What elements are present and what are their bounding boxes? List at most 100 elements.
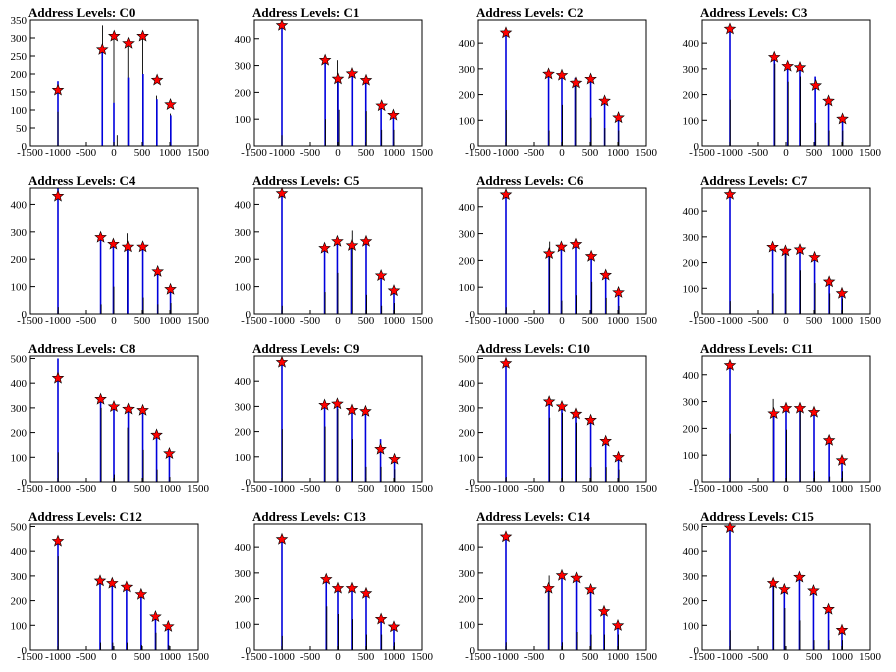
panel-title: Address Levels: C4 (28, 173, 136, 188)
x-tick-label: -500 (748, 315, 769, 327)
histogram-panel: Address Levels: C3 0 100 200 300 400 -1500 -100… (683, 5, 882, 159)
peak-star-marker (345, 581, 359, 594)
peak-star-marker (51, 371, 65, 384)
peak-star-marker (106, 576, 119, 589)
peak-star-marker (835, 453, 849, 466)
peak-star-marker (319, 572, 333, 585)
peak-star-marker (569, 237, 583, 250)
x-tick-label: -1000 (717, 651, 743, 663)
y-tick-label: 300 (235, 401, 252, 413)
panel-title: Address Levels: C15 (700, 509, 814, 524)
peak-star-marker (779, 244, 792, 257)
histogram-panel: Address Levels: C14 0 100 200 300 400 -1500 -10… (459, 509, 658, 663)
y-tick-label: 50 (16, 123, 28, 135)
x-tick-label: -1500 (689, 483, 715, 495)
peak-star-marker (807, 584, 820, 597)
x-tick-label: 1500 (635, 651, 658, 663)
histogram-panel: Address Levels: C13 0 100 200 300 400 -1500 -10… (235, 509, 434, 663)
peak-star-marker (387, 108, 400, 121)
x-tick-label: -1500 (689, 315, 715, 327)
peak-star-marker (767, 50, 781, 63)
x-tick-label: 1000 (383, 651, 406, 663)
peak-star-marker (359, 586, 373, 599)
x-tick-label: -1500 (689, 147, 715, 159)
y-tick-label: 300 (235, 61, 252, 73)
x-tick-label: 500 (134, 651, 151, 663)
x-tick-label: 1500 (411, 147, 434, 159)
peak-star-marker (808, 250, 821, 263)
peak-star-marker (345, 238, 359, 251)
y-tick-label: 400 (683, 206, 700, 218)
peak-star-marker (723, 187, 737, 200)
y-tick-label: 400 (683, 370, 700, 382)
x-tick-label: 1000 (831, 483, 854, 495)
peak-star-marker (599, 434, 612, 447)
peak-star-marker (345, 66, 359, 79)
histogram-panel: Address Levels: C6 0 100 200 300 400 -1500 -100… (459, 173, 658, 327)
histogram-panel: Address Levels: C10 0 100 200 300 400 500 -1500… (459, 341, 658, 495)
peak-star-marker (387, 620, 401, 633)
y-tick-label: 100 (235, 114, 252, 126)
x-tick-label: 1500 (635, 483, 658, 495)
x-tick-label: 1500 (859, 483, 882, 495)
x-tick-label: -1500 (465, 651, 491, 663)
x-tick-label: 500 (806, 315, 823, 327)
x-tick-label: 500 (582, 483, 599, 495)
panel-title: Address Levels: C10 (476, 341, 590, 356)
peak-star-marker (807, 405, 821, 418)
y-tick-label: 300 (683, 64, 700, 76)
panel-title: Address Levels: C7 (700, 173, 808, 188)
x-tick-label: -500 (524, 315, 545, 327)
y-tick-label: 200 (683, 423, 700, 435)
peak-star-marker (275, 186, 289, 199)
peak-star-marker (584, 72, 597, 85)
peak-star-marker (374, 269, 388, 282)
peak-star-marker (767, 407, 780, 419)
panel-title: Address Levels: C8 (28, 341, 136, 356)
peak-star-marker (569, 76, 583, 89)
x-tick-label: 500 (806, 483, 823, 495)
histogram-panel: Address Levels: C12 0 100 200 300 400 500 -1500… (11, 509, 210, 663)
y-tick-label: 400 (235, 376, 252, 388)
peak-star-marker (318, 53, 332, 66)
y-tick-label: 0 (22, 141, 28, 153)
x-tick-label: 1000 (383, 315, 406, 327)
y-tick-label: 400 (235, 542, 252, 554)
y-tick-label: 300 (11, 33, 28, 45)
peak-star-marker (51, 83, 65, 96)
y-tick-label: 400 (459, 378, 476, 390)
panel-title: Address Levels: C1 (252, 5, 359, 20)
peak-star-marker (599, 268, 612, 281)
peak-star-marker (136, 29, 149, 42)
peak-star-marker (542, 67, 555, 80)
x-tick-label: -1000 (45, 651, 71, 663)
peak-star-marker (822, 602, 835, 615)
peak-star-marker (723, 22, 737, 35)
y-tick-label: 200 (235, 594, 252, 606)
x-tick-label: 1000 (383, 483, 406, 495)
x-tick-label: 1000 (159, 315, 182, 327)
y-tick-label: 100 (235, 452, 252, 464)
peak-star-marker (598, 94, 611, 107)
panel-title: Address Levels: C9 (252, 341, 360, 356)
x-tick-label: -1000 (45, 315, 71, 327)
y-tick-label: 0 (470, 645, 476, 657)
x-tick-label: -500 (524, 651, 545, 663)
histogram-panel: Address Levels: C2 0 100 200 300 400 -1500 -100… (459, 5, 658, 159)
peak-star-marker (779, 401, 793, 414)
x-tick-label: 1000 (159, 483, 182, 495)
y-tick-label: 100 (459, 452, 476, 464)
x-tick-label: 1500 (187, 483, 210, 495)
peak-star-marker (375, 99, 388, 112)
x-tick-label: 0 (111, 651, 117, 663)
x-tick-label: 500 (134, 147, 151, 159)
panel-title: Address Levels: C5 (252, 173, 360, 188)
peak-star-marker (542, 581, 555, 594)
y-tick-label: 0 (694, 645, 700, 657)
x-tick-label: 500 (358, 483, 375, 495)
peak-star-marker (345, 403, 359, 416)
peak-star-marker (359, 73, 373, 86)
y-tick-label: 300 (235, 568, 252, 580)
y-tick-label: 350 (11, 15, 28, 27)
